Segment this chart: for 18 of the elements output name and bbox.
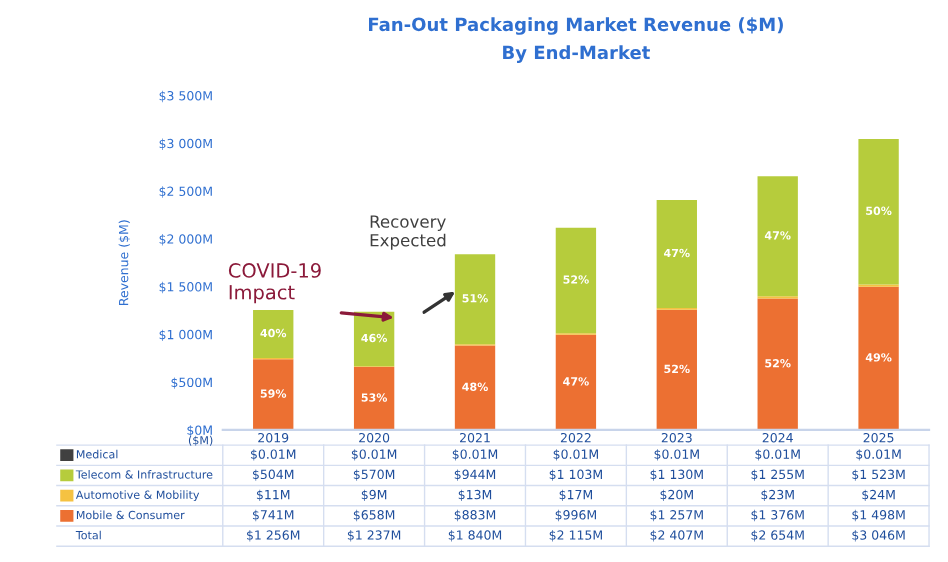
bar (656, 199, 697, 308)
bar (656, 309, 697, 430)
bar (858, 286, 899, 430)
bar (253, 359, 294, 430)
bar (353, 311, 395, 367)
bar (555, 334, 597, 430)
bar (757, 298, 798, 430)
bar (454, 345, 496, 430)
annotation: Recovery Expected (370, 215, 446, 250)
bar (555, 227, 597, 334)
chart-subtitle: By End-Market (503, 45, 650, 63)
bar (253, 309, 294, 359)
bar (858, 139, 899, 285)
bar (353, 367, 395, 430)
annotation: COVID-19 Impact (228, 263, 321, 304)
chart-title: Fan-Out Packaging Market Revenue ($M) (369, 17, 783, 35)
bar (757, 176, 798, 297)
bar (454, 254, 496, 345)
